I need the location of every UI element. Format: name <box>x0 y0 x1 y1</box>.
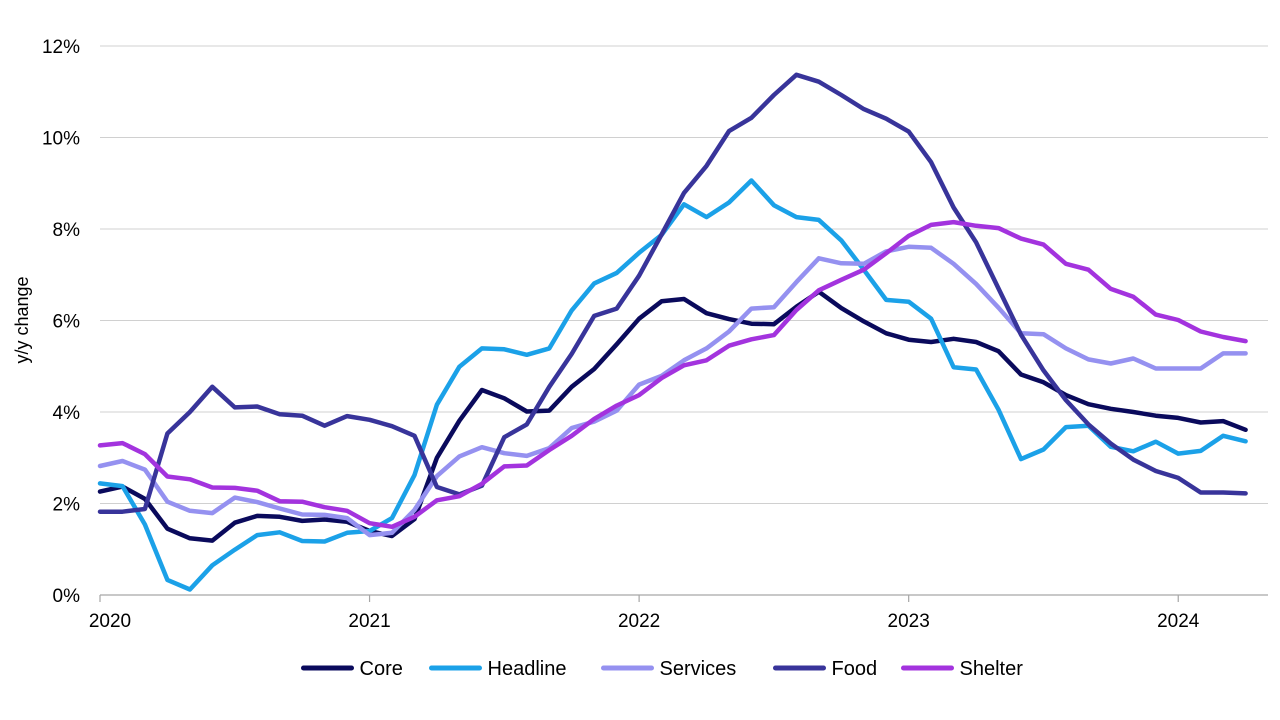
y-tick-label: 8% <box>53 220 81 241</box>
x-tick-label: 2024 <box>1157 611 1200 632</box>
x-tick-label: 2022 <box>618 611 660 632</box>
y-tick-label: 12% <box>42 37 80 58</box>
x-tick-label: 2023 <box>888 611 930 632</box>
y-axis-ticks: 0% 2% 4% 6% 8% 10% 12% <box>42 37 80 607</box>
y-tick-label: 10% <box>42 129 80 150</box>
series-line-shelter <box>97 219 1248 530</box>
legend: Core Headline Services Food Shelter <box>301 658 1024 680</box>
series-lines <box>97 72 1248 592</box>
x-tick-label: 2021 <box>348 611 390 632</box>
series-line-headline <box>97 178 1248 592</box>
x-tick-label: 2020 <box>89 611 131 632</box>
legend-label-core: Core <box>360 658 403 680</box>
y-tick-label: 6% <box>53 312 81 333</box>
series-line-services <box>97 244 1248 538</box>
legend-label-headline: Headline <box>488 658 567 680</box>
y-axis-title: y/y change <box>12 276 32 363</box>
gridlines <box>100 45 1268 504</box>
x-axis-ticks: 2020 2021 2022 2023 2024 <box>89 595 1200 632</box>
legend-label-services: Services <box>660 658 737 680</box>
y-tick-label: 4% <box>53 403 81 424</box>
series-line-food <box>97 72 1248 514</box>
y-tick-label: 2% <box>53 495 81 516</box>
legend-label-shelter: Shelter <box>960 658 1024 680</box>
legend-label-food: Food <box>832 658 878 680</box>
y-tick-label: 0% <box>53 586 81 607</box>
